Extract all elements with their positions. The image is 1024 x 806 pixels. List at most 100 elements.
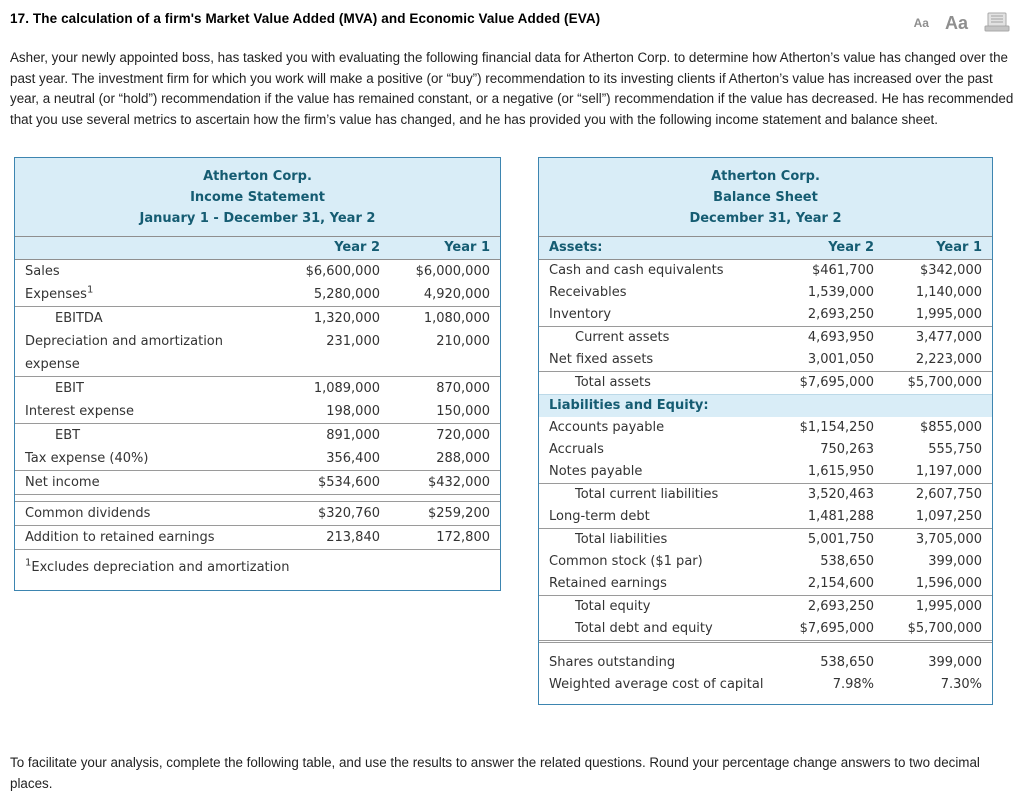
table-row: Tax expense (40%) 356,400 288,000 xyxy=(15,447,500,471)
table-row: Total liabilities 5,001,750 3,705,000 xyxy=(539,528,992,552)
footnote-text: Excludes depreciation and amortization xyxy=(31,560,290,576)
row-label-text: Expenses xyxy=(25,287,87,303)
value-year2: 3,001,050 xyxy=(807,352,874,368)
value-year1: $5,700,000 xyxy=(907,375,982,391)
row-label: Total equity xyxy=(575,599,651,615)
table-row: Total equity 2,693,250 1,995,000 xyxy=(539,595,992,619)
reader-controls: Aa Aa xyxy=(914,8,1014,34)
statement-period: January 1 - December 31, Year 2 xyxy=(139,211,376,227)
print-icon[interactable] xyxy=(984,12,1010,34)
income-statement-header: Atherton Corp. Income Statement January … xyxy=(15,158,500,238)
value-year1: 2,223,000 xyxy=(915,352,982,368)
value-year1: 150,000 xyxy=(436,404,490,420)
row-label: Current assets xyxy=(575,330,670,346)
statement-title: Income Statement xyxy=(190,190,325,206)
table-row: Shares outstanding 538,650 399,000 xyxy=(539,652,992,675)
value-year2: 538,650 xyxy=(820,655,874,671)
value-year1: 555,750 xyxy=(928,442,982,458)
row-label: Accounts payable xyxy=(549,420,665,436)
table-row: Total current liabilities 3,520,463 2,60… xyxy=(539,483,992,507)
value-year2: 1,089,000 xyxy=(313,381,380,397)
value-year2: 1,481,288 xyxy=(807,509,874,525)
row-label: EBT xyxy=(55,428,81,444)
table-row: Net fixed assets 3,001,050 2,223,000 xyxy=(539,349,992,372)
liabilities-header-row: Liabilities and Equity: xyxy=(539,394,992,418)
value-year1: $432,000 xyxy=(427,475,490,491)
footnote-marker: 1 xyxy=(25,558,32,570)
table-row: Sales $6,600,000 $6,000,000 xyxy=(15,260,500,284)
table-row: Retained earnings 2,154,600 1,596,000 xyxy=(539,573,992,596)
value-year1: 2,607,750 xyxy=(915,487,982,503)
value-year2: $1,154,250 xyxy=(799,420,874,436)
instructions-paragraph: To facilitate your analysis, complete th… xyxy=(10,755,980,791)
page-header: 17. The calculation of a firm's Market V… xyxy=(10,8,1014,34)
value-year1: 1,995,000 xyxy=(915,599,982,615)
intro-paragraph: Asher, your newly appointed boss, has ta… xyxy=(10,50,1014,127)
value-year1: 870,000 xyxy=(436,381,490,397)
footnote-marker: 1 xyxy=(86,285,94,297)
value-year2: 213,840 xyxy=(326,530,380,546)
row-label: Total liabilities xyxy=(575,532,668,548)
row-label: Long-term debt xyxy=(549,509,650,525)
table-row: Common dividends $320,760 $259,200 xyxy=(15,501,500,526)
value-year2: 2,693,250 xyxy=(807,599,874,615)
row-label: EBIT xyxy=(55,381,84,397)
value-year2: 1,615,950 xyxy=(807,464,874,480)
table-row: Common stock ($1 par) 538,650 399,000 xyxy=(539,551,992,574)
row-label: Notes payable xyxy=(549,464,643,480)
row-label: Total current liabilities xyxy=(575,487,719,503)
value-year2: $320,760 xyxy=(317,506,380,522)
value-year1: 1,995,000 xyxy=(915,307,982,323)
value-year2: 891,000 xyxy=(326,428,380,444)
section-separator xyxy=(15,494,500,502)
value-year2: 1,539,000 xyxy=(807,285,874,301)
value-year1: 4,920,000 xyxy=(423,287,490,303)
value-year1: $5,700,000 xyxy=(907,621,982,637)
row-label: Retained earnings xyxy=(549,576,667,592)
font-size-decrease-button[interactable]: Aa xyxy=(913,16,929,30)
balance-sheet-header: Atherton Corp. Balance Sheet December 31… xyxy=(539,158,992,238)
table-row: Expenses1 5,280,000 4,920,000 xyxy=(15,283,500,307)
value-year2: 2,693,250 xyxy=(807,307,874,323)
row-label: Net income xyxy=(25,475,100,491)
table-row: EBIT 1,089,000 870,000 xyxy=(15,376,500,401)
liabilities-section-label: Liabilities and Equity: xyxy=(549,398,709,414)
row-label: Cash and cash equivalents xyxy=(549,263,724,279)
table-row: Notes payable 1,615,950 1,197,000 xyxy=(539,461,992,484)
assets-section-label: Assets: xyxy=(549,240,603,256)
table-row: Accounts payable $1,154,250 $855,000 xyxy=(539,417,992,440)
table-footnote: 1Excludes depreciation and amortization xyxy=(15,549,500,590)
value-year2: 5,001,750 xyxy=(807,532,874,548)
row-label: Inventory xyxy=(549,307,612,323)
value-year1: 399,000 xyxy=(928,655,982,671)
statement-period: December 31, Year 2 xyxy=(689,211,842,227)
row-label: Total assets xyxy=(575,375,651,391)
value-year2: 2,154,600 xyxy=(807,576,874,592)
balance-sheet-table: Atherton Corp. Balance Sheet December 31… xyxy=(538,157,993,706)
table-row: Net income $534,600 $432,000 xyxy=(15,470,500,495)
value-year1: 1,140,000 xyxy=(915,285,982,301)
row-label: Depreciation and amortization expense xyxy=(25,334,223,373)
row-label: Common stock ($1 par) xyxy=(549,554,703,570)
table-row: Long-term debt 1,481,288 1,097,250 xyxy=(539,506,992,529)
column-year1: Year 1 xyxy=(936,240,982,256)
value-year1: 399,000 xyxy=(928,554,982,570)
row-label: EBITDA xyxy=(55,311,103,327)
table-row: EBT 891,000 720,000 xyxy=(15,423,500,448)
table-row: Cash and cash equivalents $461,700 $342,… xyxy=(539,260,992,283)
value-year1: 1,097,250 xyxy=(915,509,982,525)
value-year1: 210,000 xyxy=(436,334,490,350)
table-row: Total assets $7,695,000 $5,700,000 xyxy=(539,371,992,395)
value-year1: $342,000 xyxy=(919,263,982,279)
value-year1: $855,000 xyxy=(919,420,982,436)
font-size-increase-button[interactable]: Aa xyxy=(944,13,968,33)
column-header-row: Year 2 Year 1 xyxy=(15,237,500,261)
table-row: Addition to retained earnings 213,840 17… xyxy=(15,525,500,550)
company-name: Atherton Corp. xyxy=(711,169,820,185)
value-year2: 4,693,950 xyxy=(807,330,874,346)
table-row: Depreciation and amortization expense 23… xyxy=(15,330,500,377)
value-year1: 3,477,000 xyxy=(915,330,982,346)
row-label: Weighted average cost of capital xyxy=(549,677,764,693)
value-year2: 198,000 xyxy=(326,404,380,420)
row-label: Sales xyxy=(25,264,60,280)
